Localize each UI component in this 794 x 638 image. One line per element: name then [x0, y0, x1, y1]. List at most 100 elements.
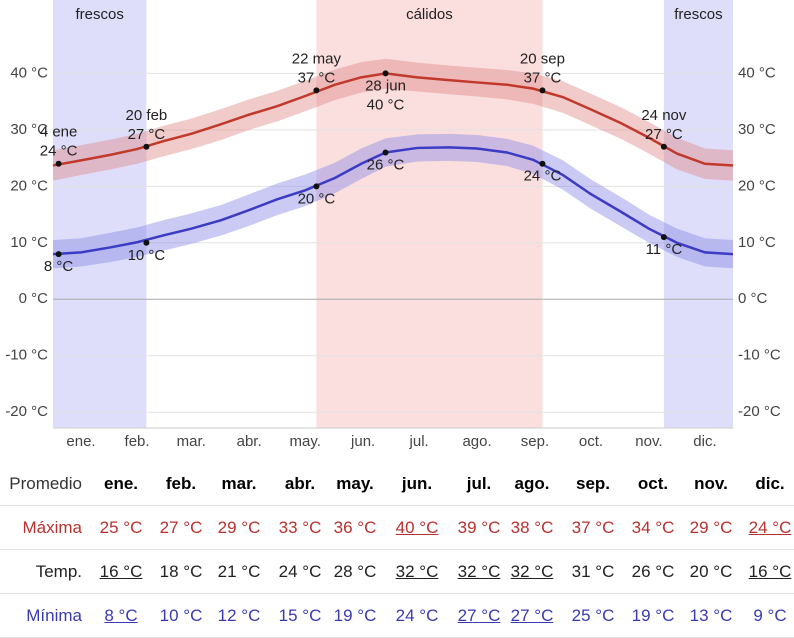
cell: 26 °C	[631, 562, 675, 581]
range-band	[53, 58, 733, 181]
annotation-point	[382, 149, 389, 156]
annotation-label: 26 °C	[367, 156, 405, 173]
annotation-label: 11 °C	[646, 241, 683, 258]
cell: 32 °C	[395, 562, 439, 581]
season-band	[663, 0, 733, 428]
cell: 33 °C	[278, 518, 322, 537]
annotation-label: 20 feb	[126, 107, 168, 124]
cell: 27 °C	[457, 606, 501, 625]
season-band	[316, 0, 543, 428]
y-tick-label-right: 10 °C	[738, 234, 776, 251]
cell: 28 °C	[333, 562, 377, 581]
x-tick-label: oct.	[579, 433, 603, 450]
y-tick-label: 20 °C	[10, 177, 48, 194]
annotation-point	[660, 143, 667, 150]
annotation-label: 28 jun	[365, 77, 406, 94]
header-cell: may.	[336, 474, 374, 493]
annotation-label: 24 nov	[641, 107, 687, 124]
season-label: cálidos	[406, 6, 453, 23]
annotation-label: 20 °C	[298, 190, 336, 207]
header-cell: jun.	[401, 474, 433, 493]
header-cell: abr.	[284, 474, 316, 493]
cell: 29 °C	[217, 518, 261, 537]
cell: 8 °C	[104, 606, 138, 625]
header-cell: jul.	[466, 474, 492, 493]
header-cell: sep.	[575, 474, 611, 493]
cell: 39 °C	[457, 518, 501, 537]
cell: 15 °C	[278, 606, 322, 625]
cell: 31 °C	[571, 562, 615, 581]
cell: 36 °C	[333, 518, 377, 537]
annotation-point	[539, 87, 546, 94]
annotation-point	[539, 160, 546, 167]
cell: 40 °C	[395, 518, 439, 537]
annotation-point	[313, 87, 320, 94]
annotation-point	[55, 251, 62, 258]
y-tick-label-right: 30 °C	[738, 121, 776, 138]
y-tick-label: -20 °C	[5, 403, 48, 420]
cell: 16 °C	[99, 562, 143, 581]
cell: 38 °C	[510, 518, 554, 537]
x-tick-label: jun.	[350, 433, 375, 450]
annotation-label: 22 may	[292, 50, 342, 67]
annotation-label: 27 °C	[128, 126, 166, 143]
table-row: Máxima 25 °C 27 °C 29 °C 33 °C 36 °C 40 °C 39 °…	[0, 506, 794, 550]
annotation-label: 27 °C	[645, 126, 683, 143]
annotation-point	[313, 183, 320, 190]
cell: 24 °C	[278, 562, 322, 581]
cell: 9 °C	[753, 606, 787, 625]
row-label: Temp.	[35, 562, 82, 581]
header-cell: nov.	[694, 474, 728, 493]
x-tick-label: feb.	[125, 433, 150, 450]
header-cell: feb.	[165, 474, 197, 493]
cell: 13 °C	[689, 606, 733, 625]
chart: frescos cálidos frescos -20 °C -20 °C -10 °C -…	[5, 0, 781, 450]
header-cell: mar.	[221, 474, 257, 493]
y-tick-label-right: 20 °C	[738, 177, 776, 194]
cell: 32 °C	[457, 562, 501, 581]
cell: 20 °C	[689, 562, 733, 581]
x-tick-label: ene.	[66, 433, 95, 450]
cell: 19 °C	[631, 606, 675, 625]
header-cell: ago.	[514, 474, 550, 493]
cell: 18 °C	[159, 562, 203, 581]
y-tick-label: 10 °C	[10, 234, 48, 251]
cell: 34 °C	[631, 518, 675, 537]
y-tick-label: 30 °C	[10, 121, 48, 138]
cell: 37 °C	[571, 518, 615, 537]
annotation-label: 4 ene	[40, 124, 78, 141]
annotation-label: 37 °C	[524, 69, 562, 86]
y-tick-label: -10 °C	[5, 347, 48, 364]
annotation-point	[55, 160, 62, 167]
x-tick-label: jul.	[409, 433, 429, 450]
x-tick-label: dic.	[693, 433, 716, 450]
table-row: Temp. 16 °C 18 °C 21 °C 24 °C 28 °C 32 °C 32 °C…	[0, 550, 794, 594]
x-tick-label: mar.	[177, 433, 206, 450]
table-header: Promedio ene. feb. mar. abr. may. jun. jul. ago.…	[0, 462, 794, 506]
header-cell: Promedio	[9, 474, 82, 493]
range-band	[53, 133, 733, 269]
row-label: Máxima	[22, 518, 82, 537]
cell: 10 °C	[159, 606, 203, 625]
cell: 24 °C	[748, 518, 792, 537]
row-label: Mínima	[26, 606, 82, 625]
annotation-label: 24 °C	[524, 168, 562, 185]
cell: 27 °C	[510, 606, 554, 625]
cell: 29 °C	[689, 518, 733, 537]
season-label: frescos	[674, 6, 722, 23]
cell: 25 °C	[99, 518, 143, 537]
cell: 16 °C	[748, 562, 792, 581]
annotation-label: 20 sep	[520, 50, 565, 67]
y-tick-label-right: 40 °C	[738, 64, 776, 81]
cell: 25 °C	[571, 606, 615, 625]
annotation-label: 10 °C	[128, 247, 166, 264]
cell: 21 °C	[217, 562, 261, 581]
season-label: frescos	[76, 6, 124, 23]
cell: 12 °C	[217, 606, 261, 625]
table-row: Mínima 8 °C 10 °C 12 °C 15 °C 19 °C 24 °C 27 °C…	[0, 594, 794, 638]
annotation-point	[382, 70, 389, 77]
season-band	[53, 0, 147, 428]
x-tick-label: nov.	[635, 433, 662, 450]
header-cell: oct.	[637, 474, 669, 493]
